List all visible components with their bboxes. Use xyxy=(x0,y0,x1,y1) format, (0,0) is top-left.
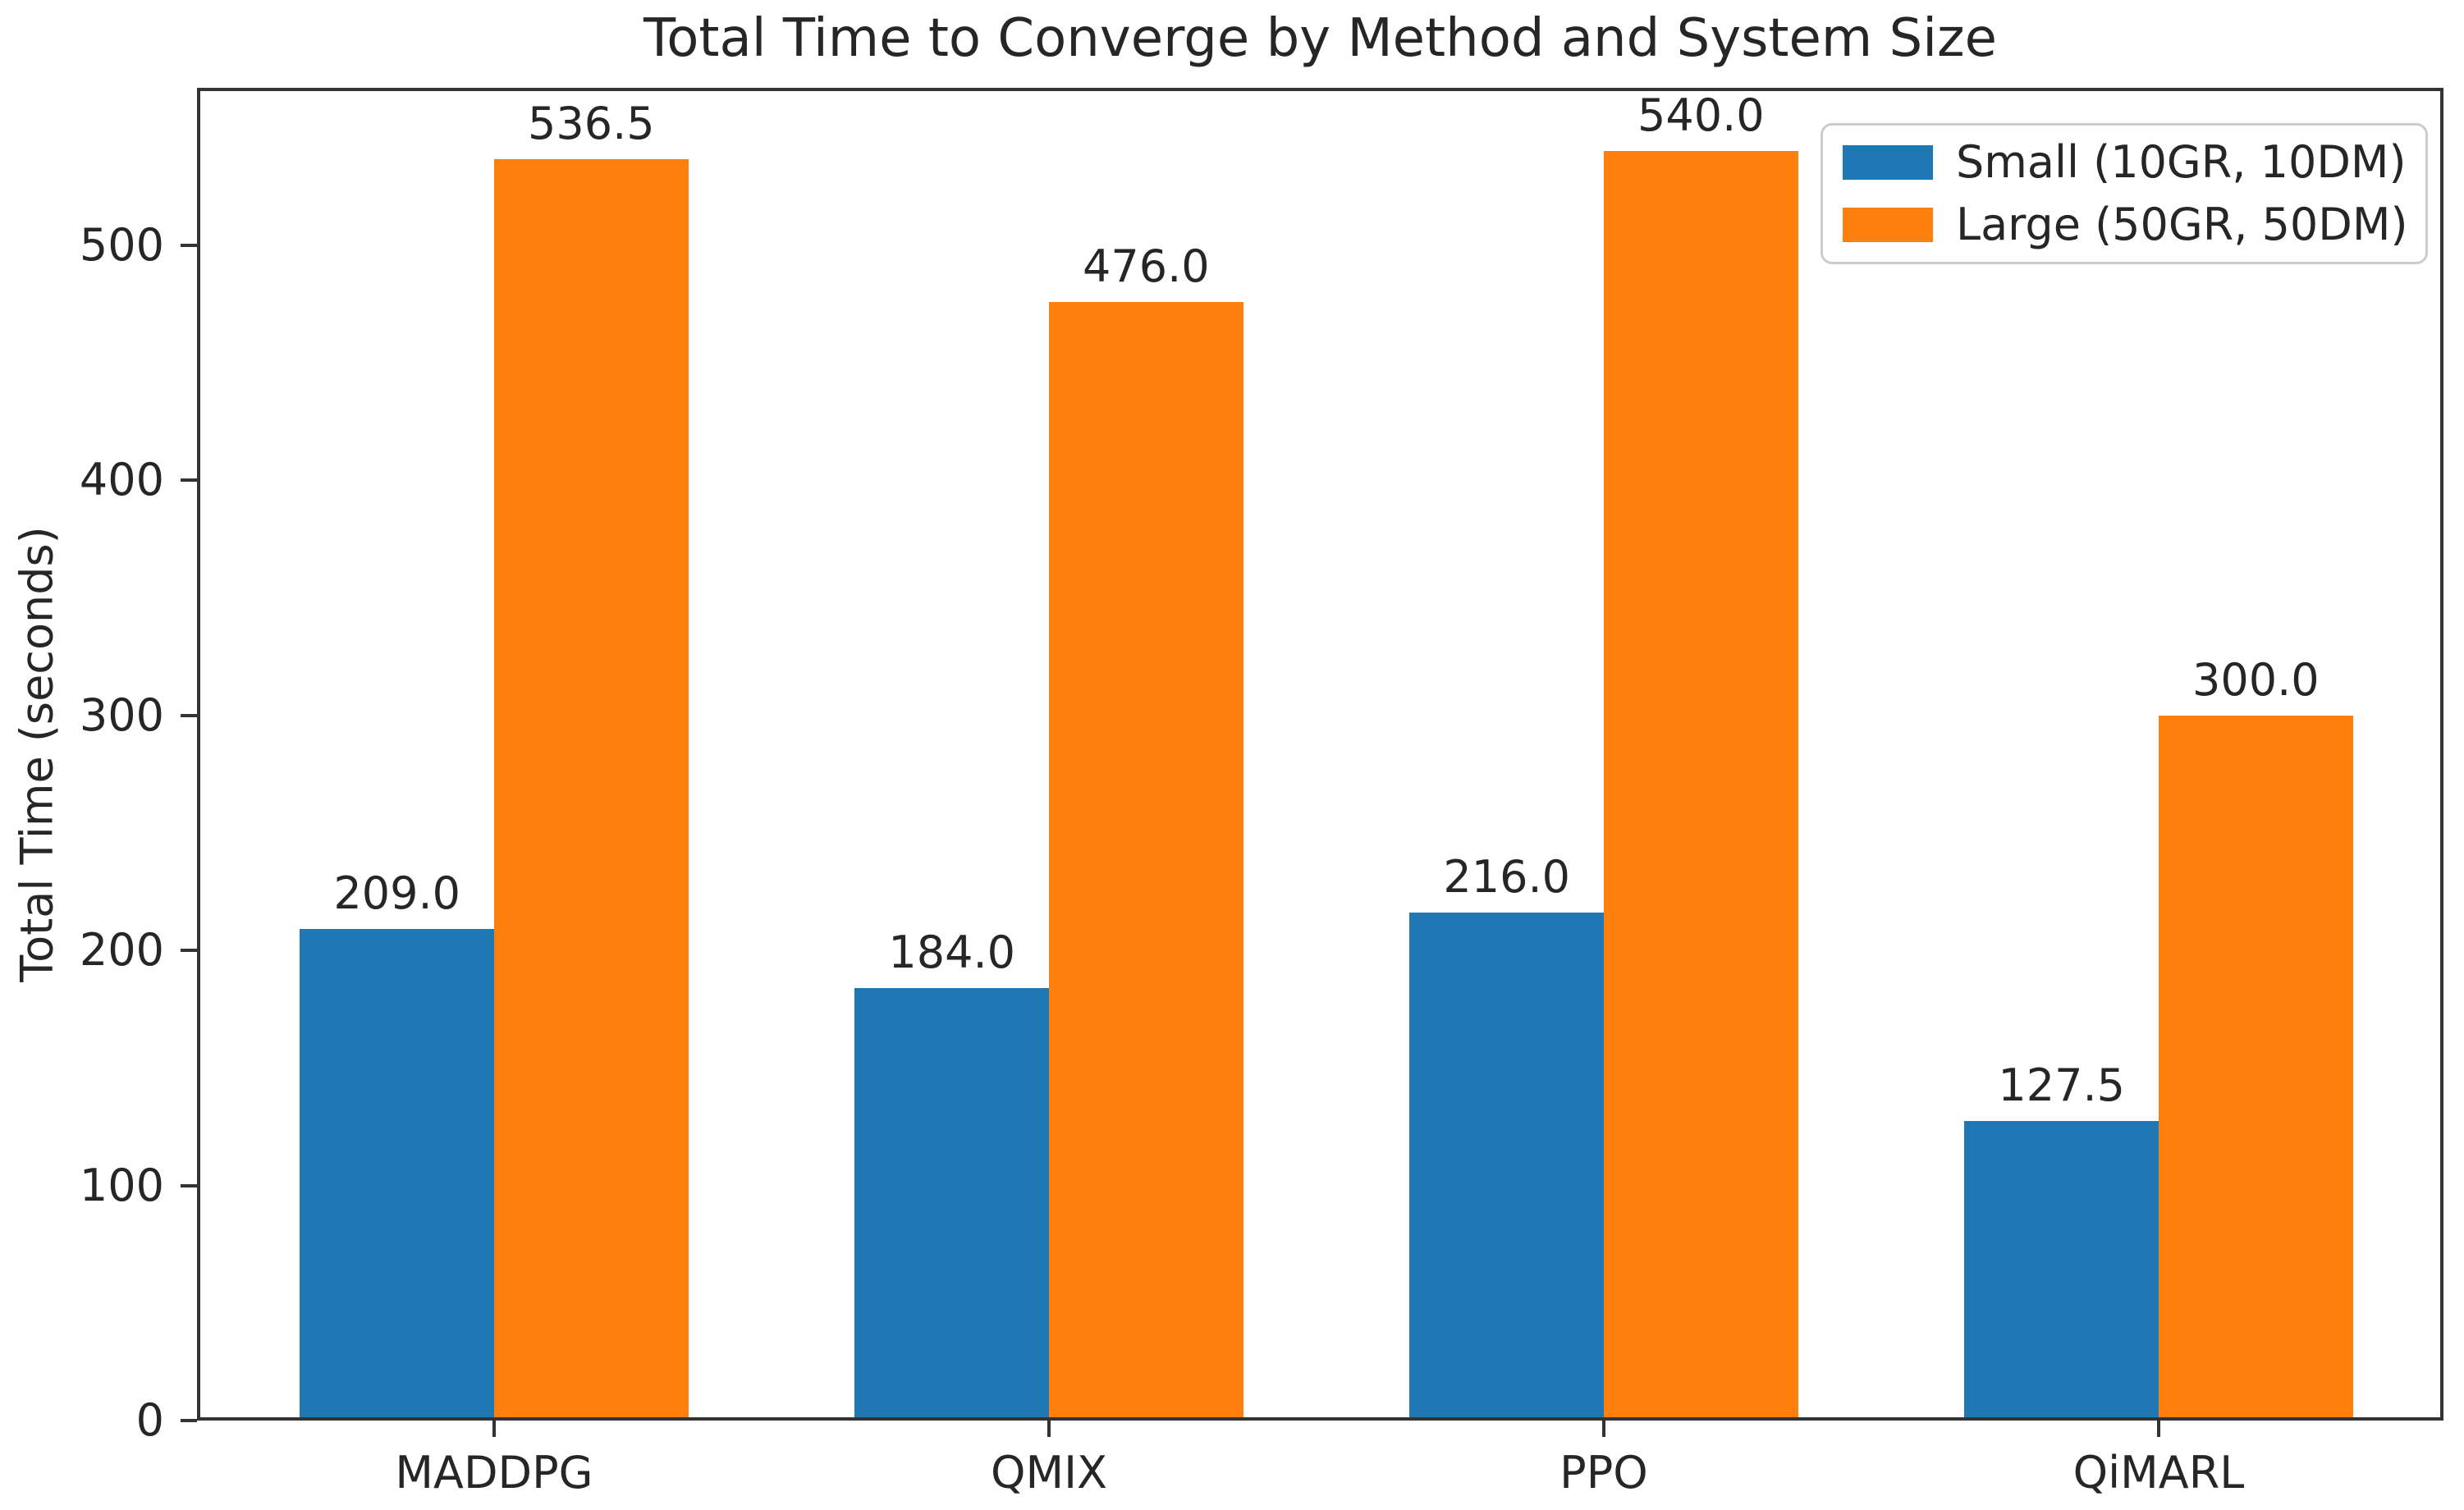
bar-small-ppo xyxy=(1409,913,1604,1421)
y-tick-label: 200 xyxy=(79,924,164,977)
legend-swatch-small-icon xyxy=(1843,145,1933,180)
y-tick-mark xyxy=(181,1419,197,1422)
bar-value-label: 540.0 xyxy=(1637,89,1765,142)
bar-value-label: 184.0 xyxy=(888,926,1015,978)
bar-value-label: 216.0 xyxy=(1443,851,1570,904)
bar-small-maddpg xyxy=(300,929,494,1421)
y-tick-mark xyxy=(181,949,197,953)
x-tick-label: MADDPG xyxy=(395,1447,593,1499)
x-tick-mark xyxy=(1047,1421,1051,1437)
y-tick-label: 100 xyxy=(79,1159,164,1211)
y-tick-mark xyxy=(181,243,197,247)
chart-title: Total Time to Converge by Method and Sys… xyxy=(643,8,1997,69)
bar-large-qmix xyxy=(1049,301,1243,1421)
bar-small-qimarl xyxy=(1964,1120,2159,1421)
bar-large-ppo xyxy=(1604,151,1798,1421)
bar-value-label: 300.0 xyxy=(2192,653,2320,706)
y-tick-mark xyxy=(181,713,197,717)
bar-value-label: 127.5 xyxy=(1998,1059,2125,1111)
legend-item-large: Large (50GR, 50DM) xyxy=(1843,199,2408,250)
legend-item-small: Small (10GR, 10DM) xyxy=(1843,136,2407,188)
bar-value-label: 536.5 xyxy=(528,98,655,150)
y-tick-label: 0 xyxy=(135,1394,164,1446)
bar-small-qmix xyxy=(854,987,1049,1421)
y-tick-mark xyxy=(181,1183,197,1187)
y-axis-label: Total Time (seconds) xyxy=(11,526,63,982)
x-tick-mark xyxy=(2157,1421,2160,1437)
legend-swatch-large-icon xyxy=(1843,208,1933,242)
x-tick-label: QiMARL xyxy=(2072,1447,2245,1499)
y-tick-mark xyxy=(181,478,197,483)
y-tick-label: 400 xyxy=(79,454,164,506)
bar-large-qimarl xyxy=(2159,715,2353,1421)
x-tick-label: PPO xyxy=(1559,1447,1648,1499)
legend-label-small: Small (10GR, 10DM) xyxy=(1956,136,2407,188)
legend: Small (10GR, 10DM) Large (50GR, 50DM) xyxy=(1821,123,2428,264)
bar-large-maddpg xyxy=(493,159,689,1421)
legend-label-large: Large (50GR, 50DM) xyxy=(1956,199,2408,250)
x-tick-mark xyxy=(492,1421,496,1437)
bar-value-label: 209.0 xyxy=(333,867,460,920)
x-tick-label: QMIX xyxy=(990,1447,1107,1499)
bar-value-label: 476.0 xyxy=(1083,240,1210,292)
x-tick-mark xyxy=(1602,1421,1605,1437)
y-tick-label: 300 xyxy=(79,689,164,741)
y-tick-label: 500 xyxy=(79,218,164,271)
